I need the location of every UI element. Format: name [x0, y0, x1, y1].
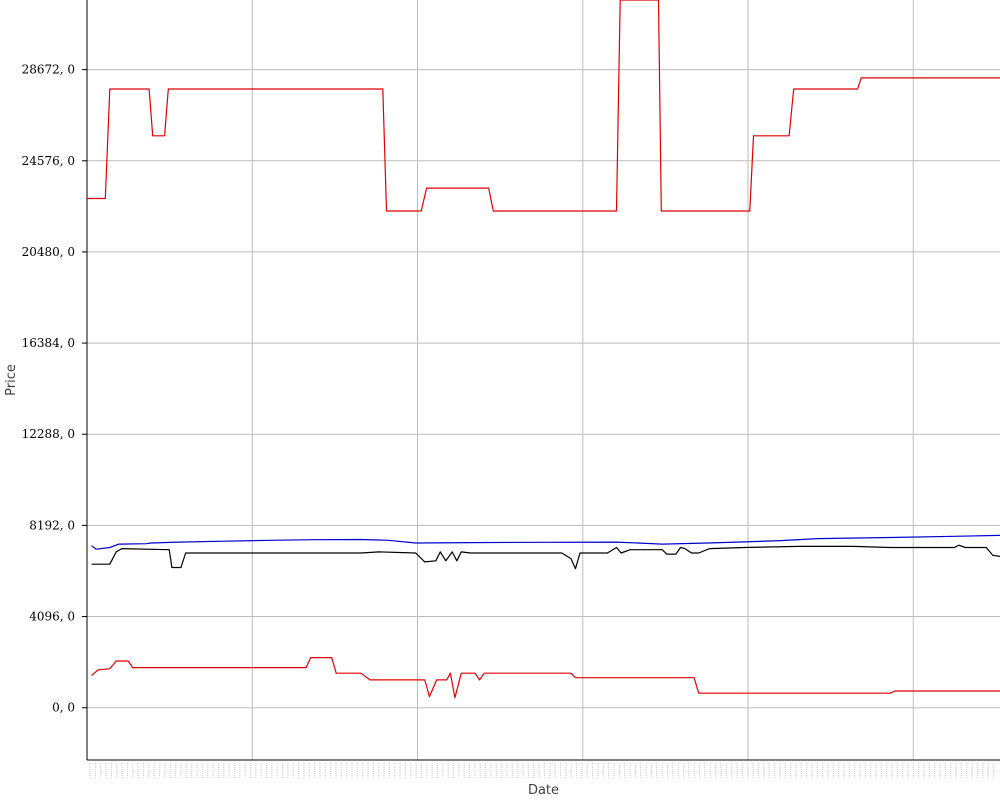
y-tick-label: 4096, 0 [29, 610, 75, 624]
y-tick-label: 24576, 0 [22, 154, 75, 168]
y-tick-label: 20480, 0 [22, 245, 75, 259]
y-tick-label: 28672, 0 [22, 63, 75, 77]
y-tick-label: 8192, 0 [29, 518, 75, 532]
series-line-4 [91, 657, 1000, 699]
series-line-1 [87, 0, 1000, 212]
x-axis-title: Date [528, 783, 559, 798]
y-tick-label: 12288, 0 [22, 427, 75, 441]
series-line-2 [91, 534, 1000, 550]
y-tick-label: 16384, 0 [22, 336, 75, 350]
y-tick-label: 0, 0 [52, 701, 75, 715]
series-line-3 [91, 544, 1000, 570]
y-axis-title: Price [4, 364, 19, 396]
